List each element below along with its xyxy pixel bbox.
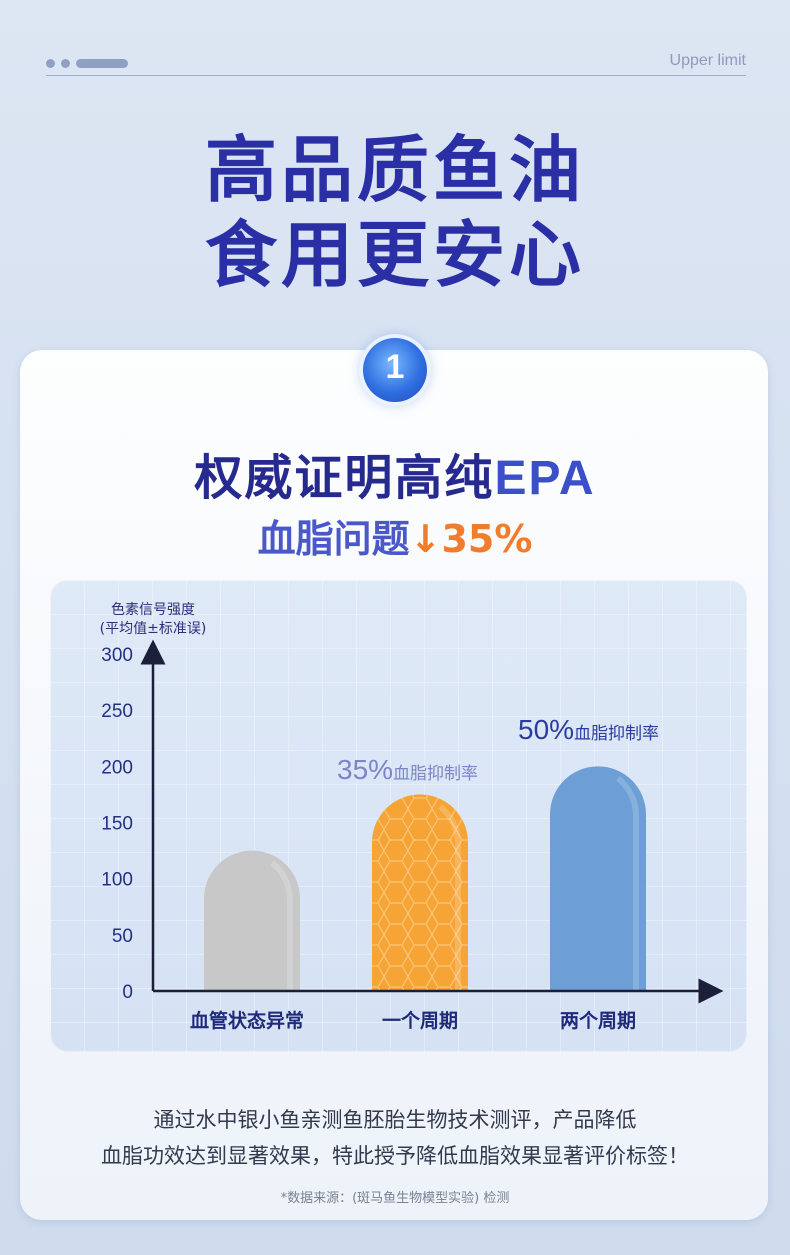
bar-annotation: 50%血脂抑制率 bbox=[518, 714, 659, 745]
section-title-cn: 权威证明高纯 bbox=[194, 450, 495, 506]
data-source-note: *数据来源：(斑马鱼生物模型实验) 检测 bbox=[280, 1191, 510, 1206]
y-tick-label: 300 bbox=[101, 645, 133, 666]
y-tick-label: 200 bbox=[101, 757, 133, 778]
bar-1 bbox=[204, 850, 300, 991]
top-divider bbox=[46, 75, 746, 76]
top-bar: Upper limit bbox=[46, 52, 746, 78]
y-tick-label: 150 bbox=[101, 814, 133, 835]
badge-number: 1 bbox=[385, 348, 405, 386]
x-tick-label: 一个周期 bbox=[382, 1010, 458, 1032]
bar-3 bbox=[550, 766, 646, 991]
footer-line-1: 通过水中银小鱼亲测鱼胚胎生物技术测评，产品降低 bbox=[153, 1108, 637, 1132]
upper-limit-label: Upper limit bbox=[669, 52, 746, 69]
dot-icon bbox=[46, 59, 55, 68]
section-subtitle: 血脂问题↓35% bbox=[0, 508, 790, 563]
number-badge: 1 bbox=[363, 338, 427, 402]
bar-highlight bbox=[616, 775, 639, 991]
pill-icon bbox=[76, 59, 128, 68]
subtitle-text: 血脂问题 bbox=[257, 517, 410, 561]
y-axis-label-line2: (平均值±标准误) bbox=[100, 621, 207, 637]
dot-icon bbox=[61, 59, 70, 68]
y-tick-label: 250 bbox=[101, 701, 133, 722]
subtitle-percent: 35% bbox=[441, 517, 533, 561]
down-arrow-icon: ↓ bbox=[409, 517, 442, 561]
section-title: 权威证明高纯EPA bbox=[0, 438, 790, 508]
bar-highlight bbox=[270, 860, 293, 991]
top-dots-decoration bbox=[46, 59, 128, 68]
y-tick-label: 100 bbox=[101, 870, 133, 891]
y-tick-label: 50 bbox=[112, 926, 133, 947]
bar-highlight bbox=[438, 804, 461, 991]
x-tick-label: 血管状态异常 bbox=[190, 1009, 304, 1032]
headline-line-1: 高品质鱼油 bbox=[204, 128, 585, 212]
section-title-en: EPA bbox=[494, 452, 596, 505]
bar-2-hex-texture bbox=[372, 794, 468, 991]
bar-annotation: 35%血脂抑制率 bbox=[337, 754, 478, 785]
y-axis-label-line1: 色素信号强度 bbox=[111, 601, 195, 618]
x-tick-label: 两个周期 bbox=[560, 1010, 636, 1032]
headline-line-2: 食用更安心 bbox=[204, 213, 585, 297]
footer-line-2: 血脂功效达到显著效果，特此授予降低血脂效果显著评价标签！ bbox=[101, 1144, 689, 1168]
footer-description: 通过水中银小鱼亲测鱼胚胎生物技术测评，产品降低 血脂功效达到显著效果，特此授予降… bbox=[0, 1102, 790, 1174]
y-tick-label: 0 bbox=[122, 982, 133, 1003]
